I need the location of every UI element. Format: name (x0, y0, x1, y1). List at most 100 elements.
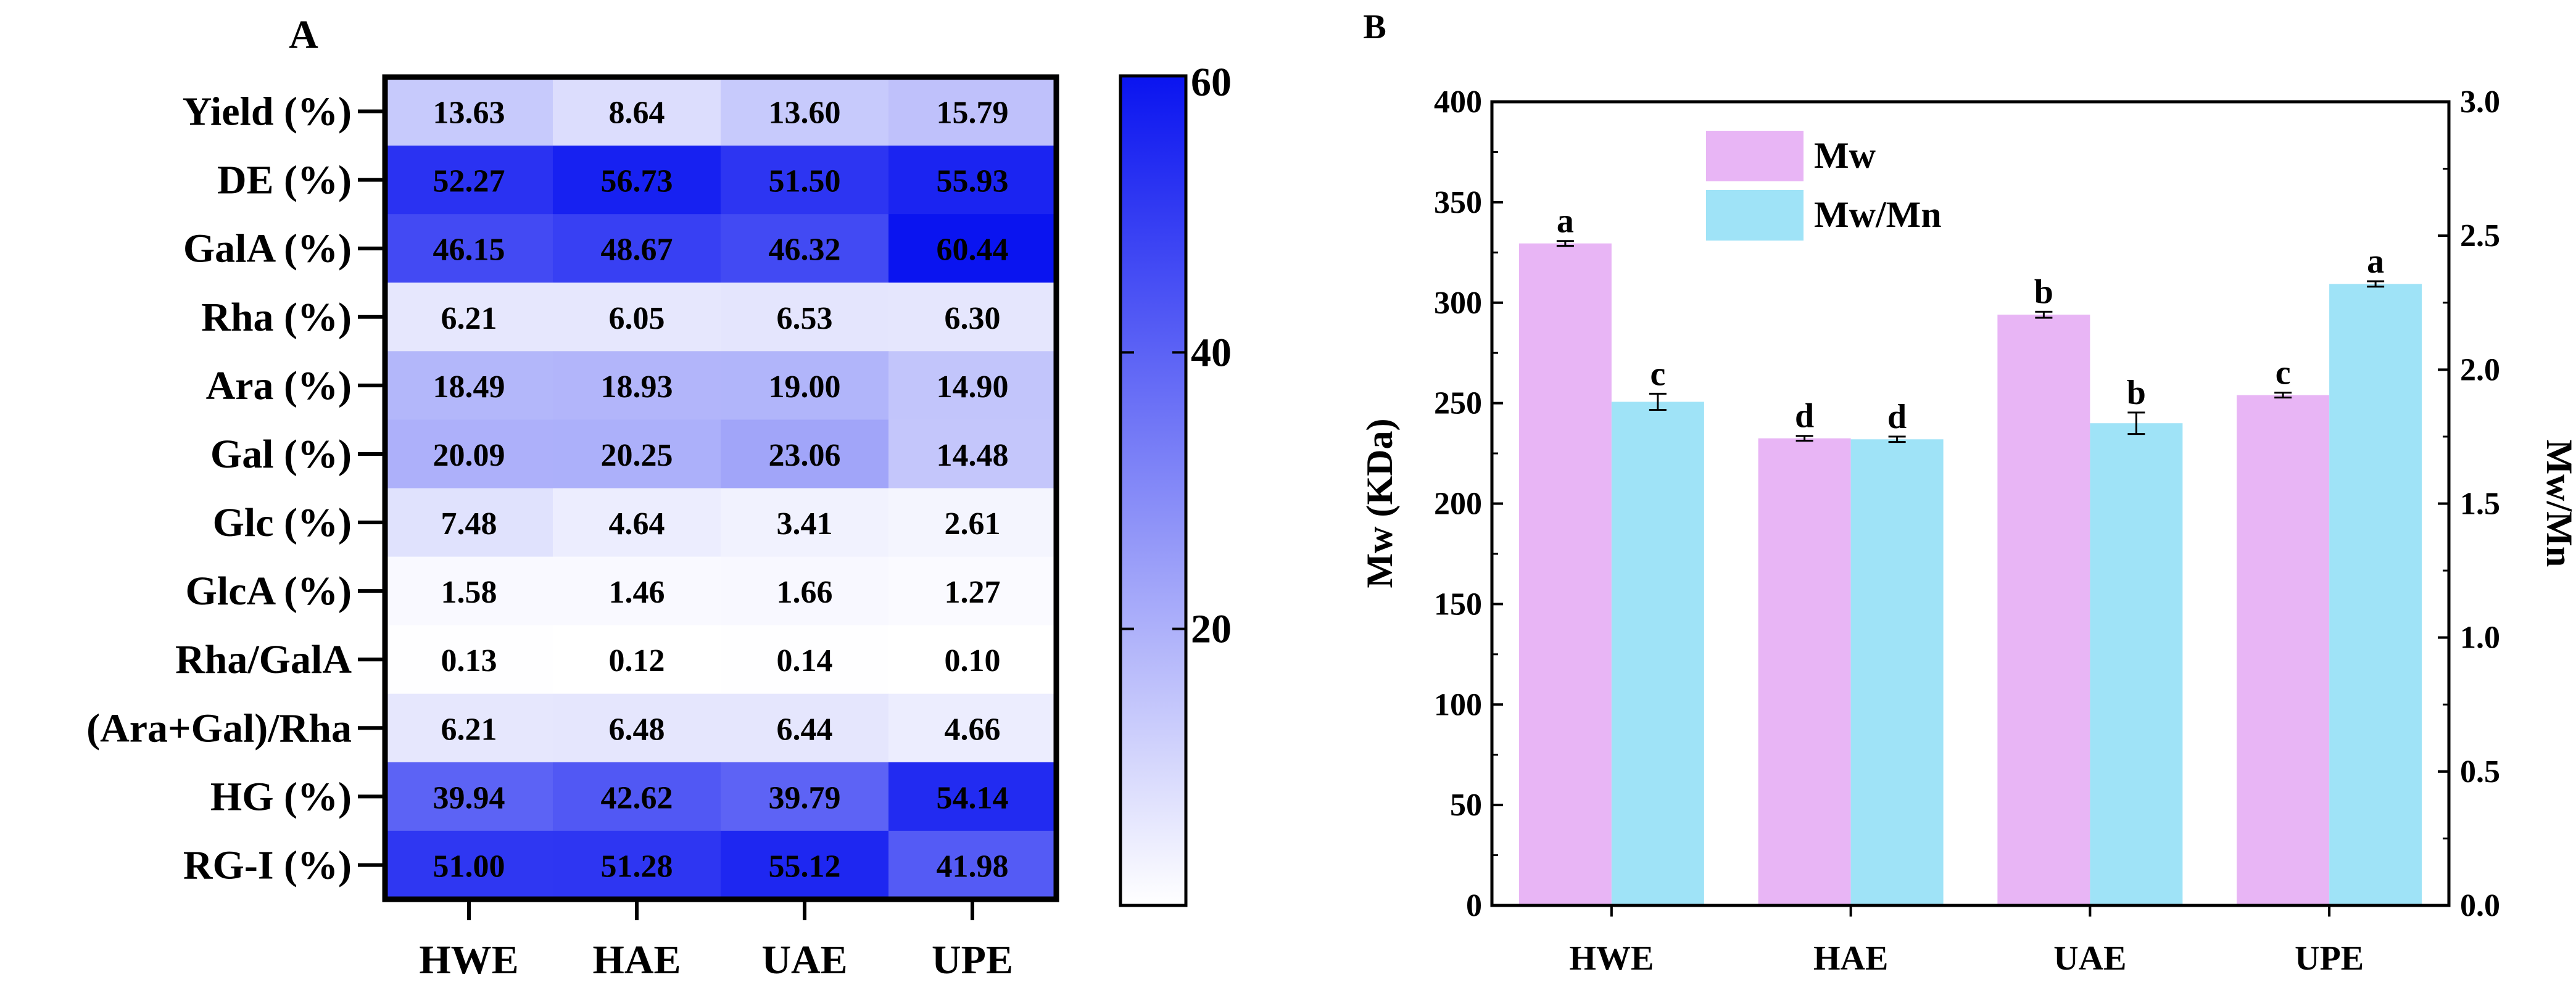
legend-label: Mw (1814, 135, 1876, 176)
heatmap-cell (553, 830, 721, 900)
heatmap-cell-value: 15.79 (937, 96, 1009, 131)
y2-tick-label: 1.5 (2460, 487, 2500, 522)
heatmap-cell-value: 0.13 (441, 643, 497, 678)
significance-letter: c (2276, 354, 2291, 392)
heatmap-cell (888, 351, 1057, 420)
significance-letter: b (2034, 273, 2053, 311)
heatmap-cell-value: 39.94 (433, 780, 505, 815)
x-tick-label: UPE (2295, 939, 2364, 978)
heatmap-cell-value: 1.46 (609, 575, 665, 610)
heatmap-cell (385, 762, 553, 831)
heatmap-cell (553, 214, 721, 283)
colorbar (1119, 74, 1188, 907)
heatmap-row-label: HG (%) (210, 774, 352, 819)
x-tick-label: UAE (2053, 939, 2126, 978)
y-tick-label: 200 (1434, 487, 1482, 522)
heatmap-cell (888, 146, 1057, 215)
heatmap-cell (721, 77, 889, 146)
heatmap-cell-value: 0.14 (777, 643, 833, 678)
heatmap-cell (553, 625, 721, 694)
heatmap-cell-value: 18.49 (433, 369, 505, 405)
heatmap-cell-value: 20.09 (433, 438, 505, 473)
heatmap-row-label: Rha/GalA (175, 637, 352, 682)
panel-a-label: A (289, 12, 318, 57)
heatmap-cell (385, 282, 553, 352)
y-tick-label: 0 (1466, 888, 1482, 923)
heatmap-cell (721, 693, 889, 763)
heatmap-row-label: Yield (%) (183, 89, 352, 134)
heatmap-column-label: UPE (932, 938, 1013, 983)
heatmap-cell-value: 6.21 (441, 301, 497, 336)
heatmap-cell (888, 556, 1057, 626)
heatmap-cell-value: 41.98 (937, 849, 1009, 884)
heatmap-cell-value: 51.28 (601, 849, 673, 884)
heatmap-cell-value: 6.30 (945, 301, 1001, 336)
heatmap-cell (385, 693, 553, 763)
heatmap-row-label: DE (%) (217, 158, 352, 203)
y2-tick-label: 0.5 (2460, 754, 2500, 789)
heatmap-row-label: GlcA (%) (186, 569, 352, 614)
heatmap-cell-value: 4.66 (945, 712, 1001, 747)
heatmap-row-label: Gal (%) (210, 432, 352, 477)
heatmap-cell (385, 556, 553, 626)
heatmap-column-label: HWE (419, 938, 518, 983)
significance-letter: d (1795, 397, 1814, 435)
heatmap-cell-value: 6.48 (609, 712, 665, 747)
heatmap-cell (721, 830, 889, 900)
heatmap-cell (721, 488, 889, 558)
heatmap-cell-value: 19.00 (769, 369, 841, 405)
y-tick-label: 50 (1450, 788, 1482, 823)
heatmap-cell-value: 42.62 (601, 780, 673, 815)
heatmap-cell (888, 625, 1057, 694)
heatmap-row-label: (Ara+Gal)/Rha (86, 706, 352, 751)
heatmap-cell (721, 625, 889, 694)
heatmap-cell-value: 54.14 (937, 780, 1009, 815)
heatmap-cell (888, 282, 1057, 352)
heatmap-cell-value: 1.58 (441, 575, 497, 610)
heatmap-cell-value: 14.90 (937, 369, 1009, 405)
bar-chart-panel: B a c d d b b c a 0 50 100 150 200 250 300 350 400 0.0 0… (1359, 8, 2576, 978)
heatmap-cell-value: 2.61 (945, 506, 1001, 542)
legend-swatch (1706, 131, 1804, 181)
heatmap-cell-value: 4.64 (609, 506, 665, 542)
heatmap-cell (553, 693, 721, 763)
y2-tick-label: 0.0 (2460, 888, 2500, 923)
significance-letter: a (2367, 242, 2384, 281)
heatmap-cell-value: 56.73 (601, 164, 673, 199)
y-tick-label: 300 (1434, 286, 1482, 321)
heatmap-cell-value: 60.44 (937, 233, 1009, 268)
heatmap-cell (721, 419, 889, 488)
heatmap-cell (385, 351, 553, 420)
heatmap-cell-value: 48.67 (601, 233, 673, 268)
bar-mw (1518, 243, 1612, 905)
heatmap-row-label: Ara (%) (206, 363, 352, 408)
heatmap-cell (888, 419, 1057, 488)
heatmap-cell (385, 214, 553, 283)
colorbar-tick-label: 40 (1191, 330, 1232, 375)
heatmap-cell (721, 146, 889, 215)
heatmap-cell-value: 0.12 (609, 643, 665, 678)
heatmap-cell (721, 282, 889, 352)
heatmap-cell (553, 762, 721, 831)
heatmap-cell (553, 77, 721, 146)
heatmap-cell-value: 8.64 (609, 96, 665, 131)
heatmap-cell (553, 419, 721, 488)
heatmap-cell (888, 830, 1057, 900)
heatmap-cell-value: 13.60 (769, 96, 841, 131)
x-tick-label: HAE (1813, 939, 1888, 978)
heatmap-cell-value: 20.25 (601, 438, 673, 473)
heatmap-row-label: GalA (%) (183, 226, 352, 271)
heatmap-cell-value: 1.27 (945, 575, 1001, 610)
heatmap-panel: A 13.63 8.64 13.60 15.79 52.27 56.73 51.50 55.9… (86, 12, 1232, 983)
heatmap-cell-value: 46.32 (769, 233, 841, 268)
bar-mw (2237, 395, 2330, 905)
heatmap-cell-value: 39.79 (769, 780, 841, 815)
legend-label: Mw/Mn (1814, 194, 1942, 235)
heatmap-cell-value: 7.48 (441, 506, 497, 542)
heatmap-cell (888, 693, 1057, 763)
heatmap-cell (888, 762, 1057, 831)
heatmap-cell-value: 1.66 (777, 575, 833, 610)
y2-tick-label: 2.0 (2460, 352, 2500, 387)
heatmap-cell-value: 6.53 (777, 301, 833, 336)
heatmap-cell (385, 77, 553, 146)
